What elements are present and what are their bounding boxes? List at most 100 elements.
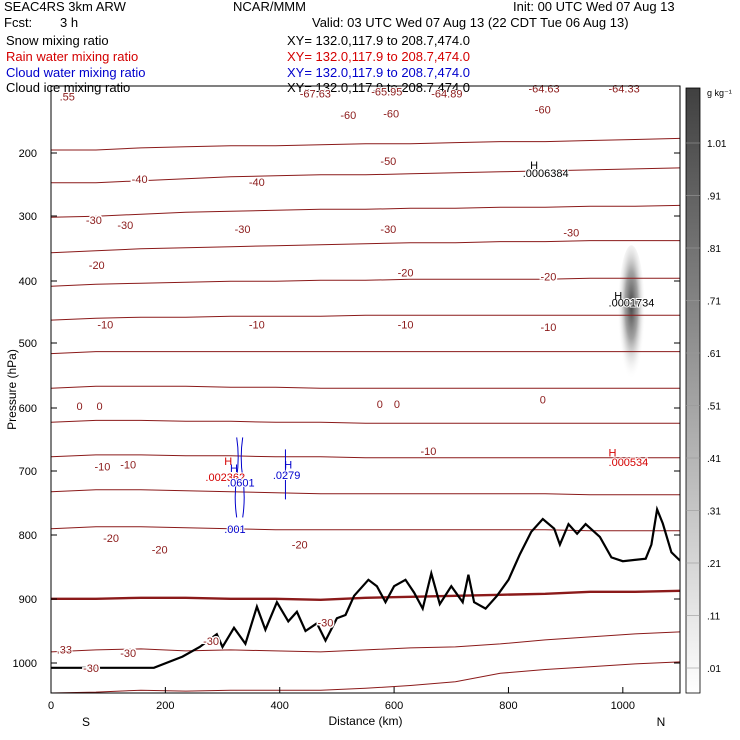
isotherm-line-12	[51, 589, 680, 602]
isotherm-label: -10	[95, 462, 111, 474]
isotherm-line-9	[51, 454, 680, 459]
high-marker: H	[614, 290, 622, 302]
org-title: NCAR/MMM	[233, 0, 306, 14]
x-axis-label: Distance (km)	[328, 714, 402, 728]
isotherm-label: -30	[235, 224, 251, 236]
isotherm-line-6	[51, 351, 680, 355]
isotherm-label: 0	[97, 401, 103, 413]
y-tick-label: 900	[19, 594, 37, 606]
isotherm-label: 0	[540, 395, 546, 407]
end-label-south: S	[82, 715, 90, 729]
fcst-value: 3 h	[60, 15, 79, 30]
colorbar-tick-label: .11	[707, 612, 721, 623]
isotherm-line-3	[51, 240, 680, 254]
y-tick-label: 500	[19, 338, 37, 350]
isotherm-line-0	[51, 137, 680, 151]
isotherm-label: -20	[292, 540, 308, 552]
plot-frame	[50, 85, 681, 694]
extremum-value: .002362	[205, 472, 245, 484]
extremum-value: .0279	[273, 470, 301, 482]
extremum-value: -64.33	[609, 84, 640, 96]
isotherm-line-10	[51, 489, 680, 496]
isotherm-label: -10	[249, 319, 265, 331]
isotherm-line-8	[51, 419, 680, 424]
isotherm-label: -40	[249, 177, 265, 189]
isotherm-label: -30	[203, 636, 219, 648]
colorbar-tick-label: .31	[707, 507, 721, 518]
extremum-value: .33	[57, 645, 72, 657]
isotherm-label: -30	[380, 224, 396, 236]
isotherm-label: -30	[120, 648, 136, 660]
isotherm-label: -30	[83, 663, 99, 675]
cloud-water-contour	[240, 437, 245, 518]
colorbar-tick-label: .71	[707, 297, 721, 308]
isotherm-line-13	[51, 631, 680, 653]
field-xy-snow: XY= 132.0,117.9 to 208.7,474.0	[287, 33, 470, 48]
colorbar-tick-label: .81	[707, 244, 721, 255]
end-label-north: N	[657, 715, 666, 729]
x-tick-label: 200	[156, 700, 174, 712]
isotherm-label: -10	[541, 322, 557, 334]
x-tick-label: 1000	[611, 700, 635, 712]
isotherm-line-5	[51, 314, 680, 321]
extremum-value: .0601	[227, 478, 255, 490]
isotherm-label: -50	[380, 156, 396, 168]
y-axis-label: Pressure (hPa)	[5, 349, 19, 430]
isotherm-label: -60	[383, 108, 399, 120]
field-name-snow: Snow mixing ratio	[6, 33, 109, 48]
extremum-value: .0006384	[523, 168, 569, 180]
isotherm-label: -10	[97, 319, 113, 331]
extremum-value: .000534	[609, 457, 649, 469]
init-time: Init: 00 UTC Wed 07 Aug 13	[513, 0, 675, 14]
colorbar-unit: g kg⁻¹	[707, 88, 732, 98]
y-tick-label: 300	[19, 211, 37, 223]
extremum-value: -64.63	[528, 84, 559, 96]
cloud-water-contour	[234, 437, 239, 518]
isotherm-label: -10	[420, 446, 436, 458]
high-marker: H	[230, 463, 238, 475]
isotherm-label: -20	[89, 260, 105, 272]
isotherm-label: 0	[394, 399, 400, 411]
y-tick-label: 200	[19, 148, 37, 160]
field-name-cloud-water: Cloud water mixing ratio	[6, 65, 146, 80]
field-xy-cloud-ice: XY= 132.0,117.9 to 208.7,474.0	[287, 80, 470, 95]
isotherm-label: -40	[132, 174, 148, 186]
high-marker: H	[530, 160, 538, 172]
model-title: SEAC4RS 3km ARW	[4, 0, 126, 14]
colorbar	[685, 87, 701, 694]
terrain-line	[51, 505, 680, 669]
colorbar-tick-label: .91	[707, 192, 721, 203]
field-xy-cloud-water: XY= 132.0,117.9 to 208.7,474.0	[287, 65, 470, 80]
isotherm-label: -20	[541, 271, 557, 283]
high-marker: H	[609, 448, 617, 460]
high-marker: H	[224, 456, 232, 468]
colorbar-tick-label: .51	[707, 402, 721, 413]
isotherm-line-4	[51, 277, 680, 287]
isotherm-label: 0	[377, 399, 383, 411]
valid-time: Valid: 03 UTC Wed 07 Aug 13 (22 CDT Tue …	[312, 15, 629, 30]
isotherm-line-1	[51, 167, 680, 184]
extremum-value: -65.95	[371, 86, 402, 98]
colorbar-tick-label: 1.01	[707, 139, 727, 150]
isotherm-line-14	[51, 661, 680, 693]
isotherm-line-2	[51, 204, 680, 218]
isotherm-label: 0	[77, 401, 83, 413]
y-tick-label: 700	[19, 466, 37, 478]
isotherm-line-11	[51, 526, 680, 532]
extremum-value: -64.89	[431, 88, 462, 100]
x-tick-label: 800	[499, 700, 517, 712]
colorbar-tick-label: .01	[707, 664, 721, 675]
colorbar-tick-label: .21	[707, 559, 721, 570]
field-name-cloud-ice: Cloud ice mixing ratio	[6, 80, 131, 95]
field-xy-rain: XY= 132.0,117.9 to 208.7,474.0	[287, 49, 470, 64]
isotherm-label: -20	[103, 533, 119, 545]
isotherm-label: -30	[563, 227, 579, 239]
isotherm-line-7	[51, 385, 680, 389]
isotherm-label: -60	[535, 104, 551, 116]
snow-plume	[617, 245, 646, 395]
colorbar-tick-label: .61	[707, 349, 721, 360]
isotherm-label: -30	[318, 618, 334, 630]
isotherm-label: -20	[398, 268, 414, 280]
y-tick-label: 600	[19, 403, 37, 415]
